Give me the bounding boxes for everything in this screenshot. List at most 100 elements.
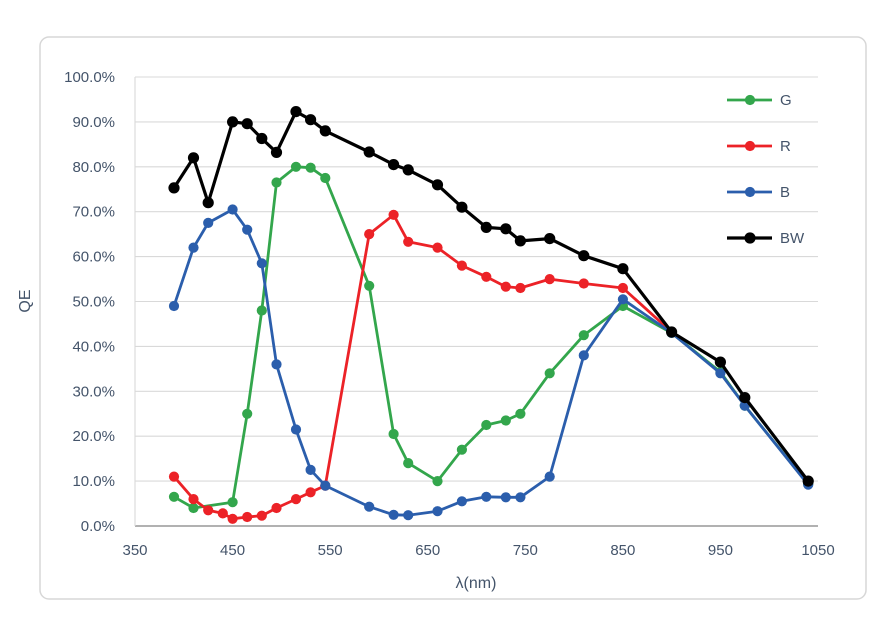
- series-G-marker: [168, 491, 180, 502]
- plot-area: 0.0% 10.0% 20.0% 30.0% 40.0% 50.0% 60.0% 70.0% 8…: [64, 69, 835, 559]
- y-tick-label: 40.0%: [72, 338, 115, 355]
- series-BW-marker: [305, 114, 317, 126]
- series-BW-marker: [202, 197, 214, 209]
- series-R-marker: [203, 505, 214, 516]
- series-BW-marker: [241, 118, 253, 130]
- series-B-marker: [617, 294, 629, 305]
- legend-label-B: B: [780, 184, 790, 201]
- series-R-marker: [544, 274, 555, 285]
- series-G-marker: [481, 419, 492, 431]
- series-G-marker: [320, 172, 331, 184]
- series-R-marker: [432, 242, 443, 253]
- chart-outer-border: [39, 36, 867, 600]
- series-B-marker: [168, 300, 180, 312]
- series-BW-marker: [480, 221, 492, 233]
- legend-marker-R: [744, 140, 756, 152]
- series-G-marker: [456, 444, 467, 455]
- series-G-marker: [364, 280, 375, 291]
- series-B-marker: [403, 510, 414, 521]
- series-R-marker: [256, 510, 267, 521]
- series-R-marker: [188, 494, 199, 505]
- series-B-marker: [578, 350, 589, 361]
- x-tick-label: 750: [513, 542, 538, 559]
- series-G-marker: [271, 177, 282, 188]
- series-G-marker: [305, 162, 316, 173]
- series-B-marker: [515, 492, 526, 503]
- series-B-marker: [388, 509, 399, 520]
- series-G-marker: [578, 330, 589, 341]
- series-B-marker: [290, 424, 302, 435]
- y-tick-label: 20.0%: [72, 428, 115, 445]
- series-R-marker: [388, 209, 399, 220]
- series-R-marker: [617, 282, 629, 294]
- series-B-marker: [544, 471, 555, 482]
- series-BW-marker: [256, 132, 268, 145]
- series-BW-marker: [739, 392, 751, 404]
- legend-marker-BW: [744, 232, 756, 244]
- series-R-marker: [227, 513, 238, 524]
- series-G-marker: [500, 415, 511, 426]
- y-tick-label: 50.0%: [72, 294, 115, 311]
- y-tick-label: 70.0%: [72, 204, 115, 221]
- series-G-marker: [290, 161, 302, 172]
- series-R-marker: [515, 282, 526, 294]
- x-tick-label: 850: [610, 542, 635, 559]
- series-R-marker: [481, 271, 492, 282]
- x-tick-label: 550: [318, 542, 343, 559]
- series-BW-marker: [290, 106, 302, 118]
- series-R-marker: [217, 508, 228, 519]
- series-B-marker: [305, 464, 316, 475]
- y-tick-label: 80.0%: [72, 159, 115, 176]
- series-BW-marker: [714, 356, 727, 368]
- series-R-marker: [271, 502, 282, 514]
- x-tick-label: 1050: [801, 542, 834, 559]
- series-BW-marker: [388, 159, 400, 171]
- series-BW-marker: [578, 250, 590, 262]
- series-G-line: [172, 165, 810, 510]
- series-R-marker: [500, 281, 511, 292]
- y-tick-label: 10.0%: [72, 473, 115, 490]
- series-BW-marker: [802, 475, 814, 487]
- series-B-marker: [364, 501, 375, 512]
- legend-marker-B: [744, 186, 756, 198]
- legend-marker-G: [744, 94, 756, 106]
- y-tick-label: 60.0%: [72, 249, 115, 266]
- series-G-marker: [227, 497, 238, 508]
- series-BW-marker: [187, 152, 200, 164]
- series-G-marker: [188, 502, 199, 514]
- series-B-marker: [715, 368, 726, 379]
- series-R-marker: [242, 511, 253, 523]
- y-axis-title: QE: [17, 289, 34, 312]
- series-B-marker: [432, 506, 443, 517]
- series-G-marker: [432, 476, 443, 487]
- x-axis-title: λ(nm): [456, 575, 497, 592]
- x-tick-label: 450: [220, 542, 245, 559]
- y-tick-label: 0.0%: [81, 518, 115, 535]
- series-B-marker: [456, 496, 467, 507]
- series-BW-marker: [666, 326, 678, 338]
- series-B-marker: [320, 480, 331, 491]
- series-R-marker: [364, 229, 375, 240]
- series-B-marker: [227, 204, 238, 215]
- series-G-marker: [388, 428, 399, 440]
- legend-label-R: R: [780, 138, 791, 155]
- series-R-marker: [305, 487, 316, 498]
- y-tick-label: 30.0%: [72, 383, 115, 400]
- series-BW-marker: [319, 125, 331, 137]
- series-B-marker: [256, 258, 267, 269]
- series-BW-marker: [431, 179, 444, 191]
- series-BW-marker: [514, 235, 527, 247]
- series-B-marker: [203, 217, 214, 228]
- series-BW-marker: [227, 116, 239, 128]
- series-BW-marker: [544, 233, 556, 245]
- x-tick-label: 650: [415, 542, 440, 559]
- series-BW-marker: [617, 263, 629, 275]
- series-R-marker: [578, 278, 589, 289]
- series-B-marker: [500, 492, 511, 503]
- series-BW-marker: [363, 146, 375, 158]
- series-BW-marker: [168, 182, 180, 194]
- series-BW-marker: [456, 201, 468, 213]
- y-tick-label: 90.0%: [72, 114, 115, 131]
- series-R-marker: [403, 236, 414, 247]
